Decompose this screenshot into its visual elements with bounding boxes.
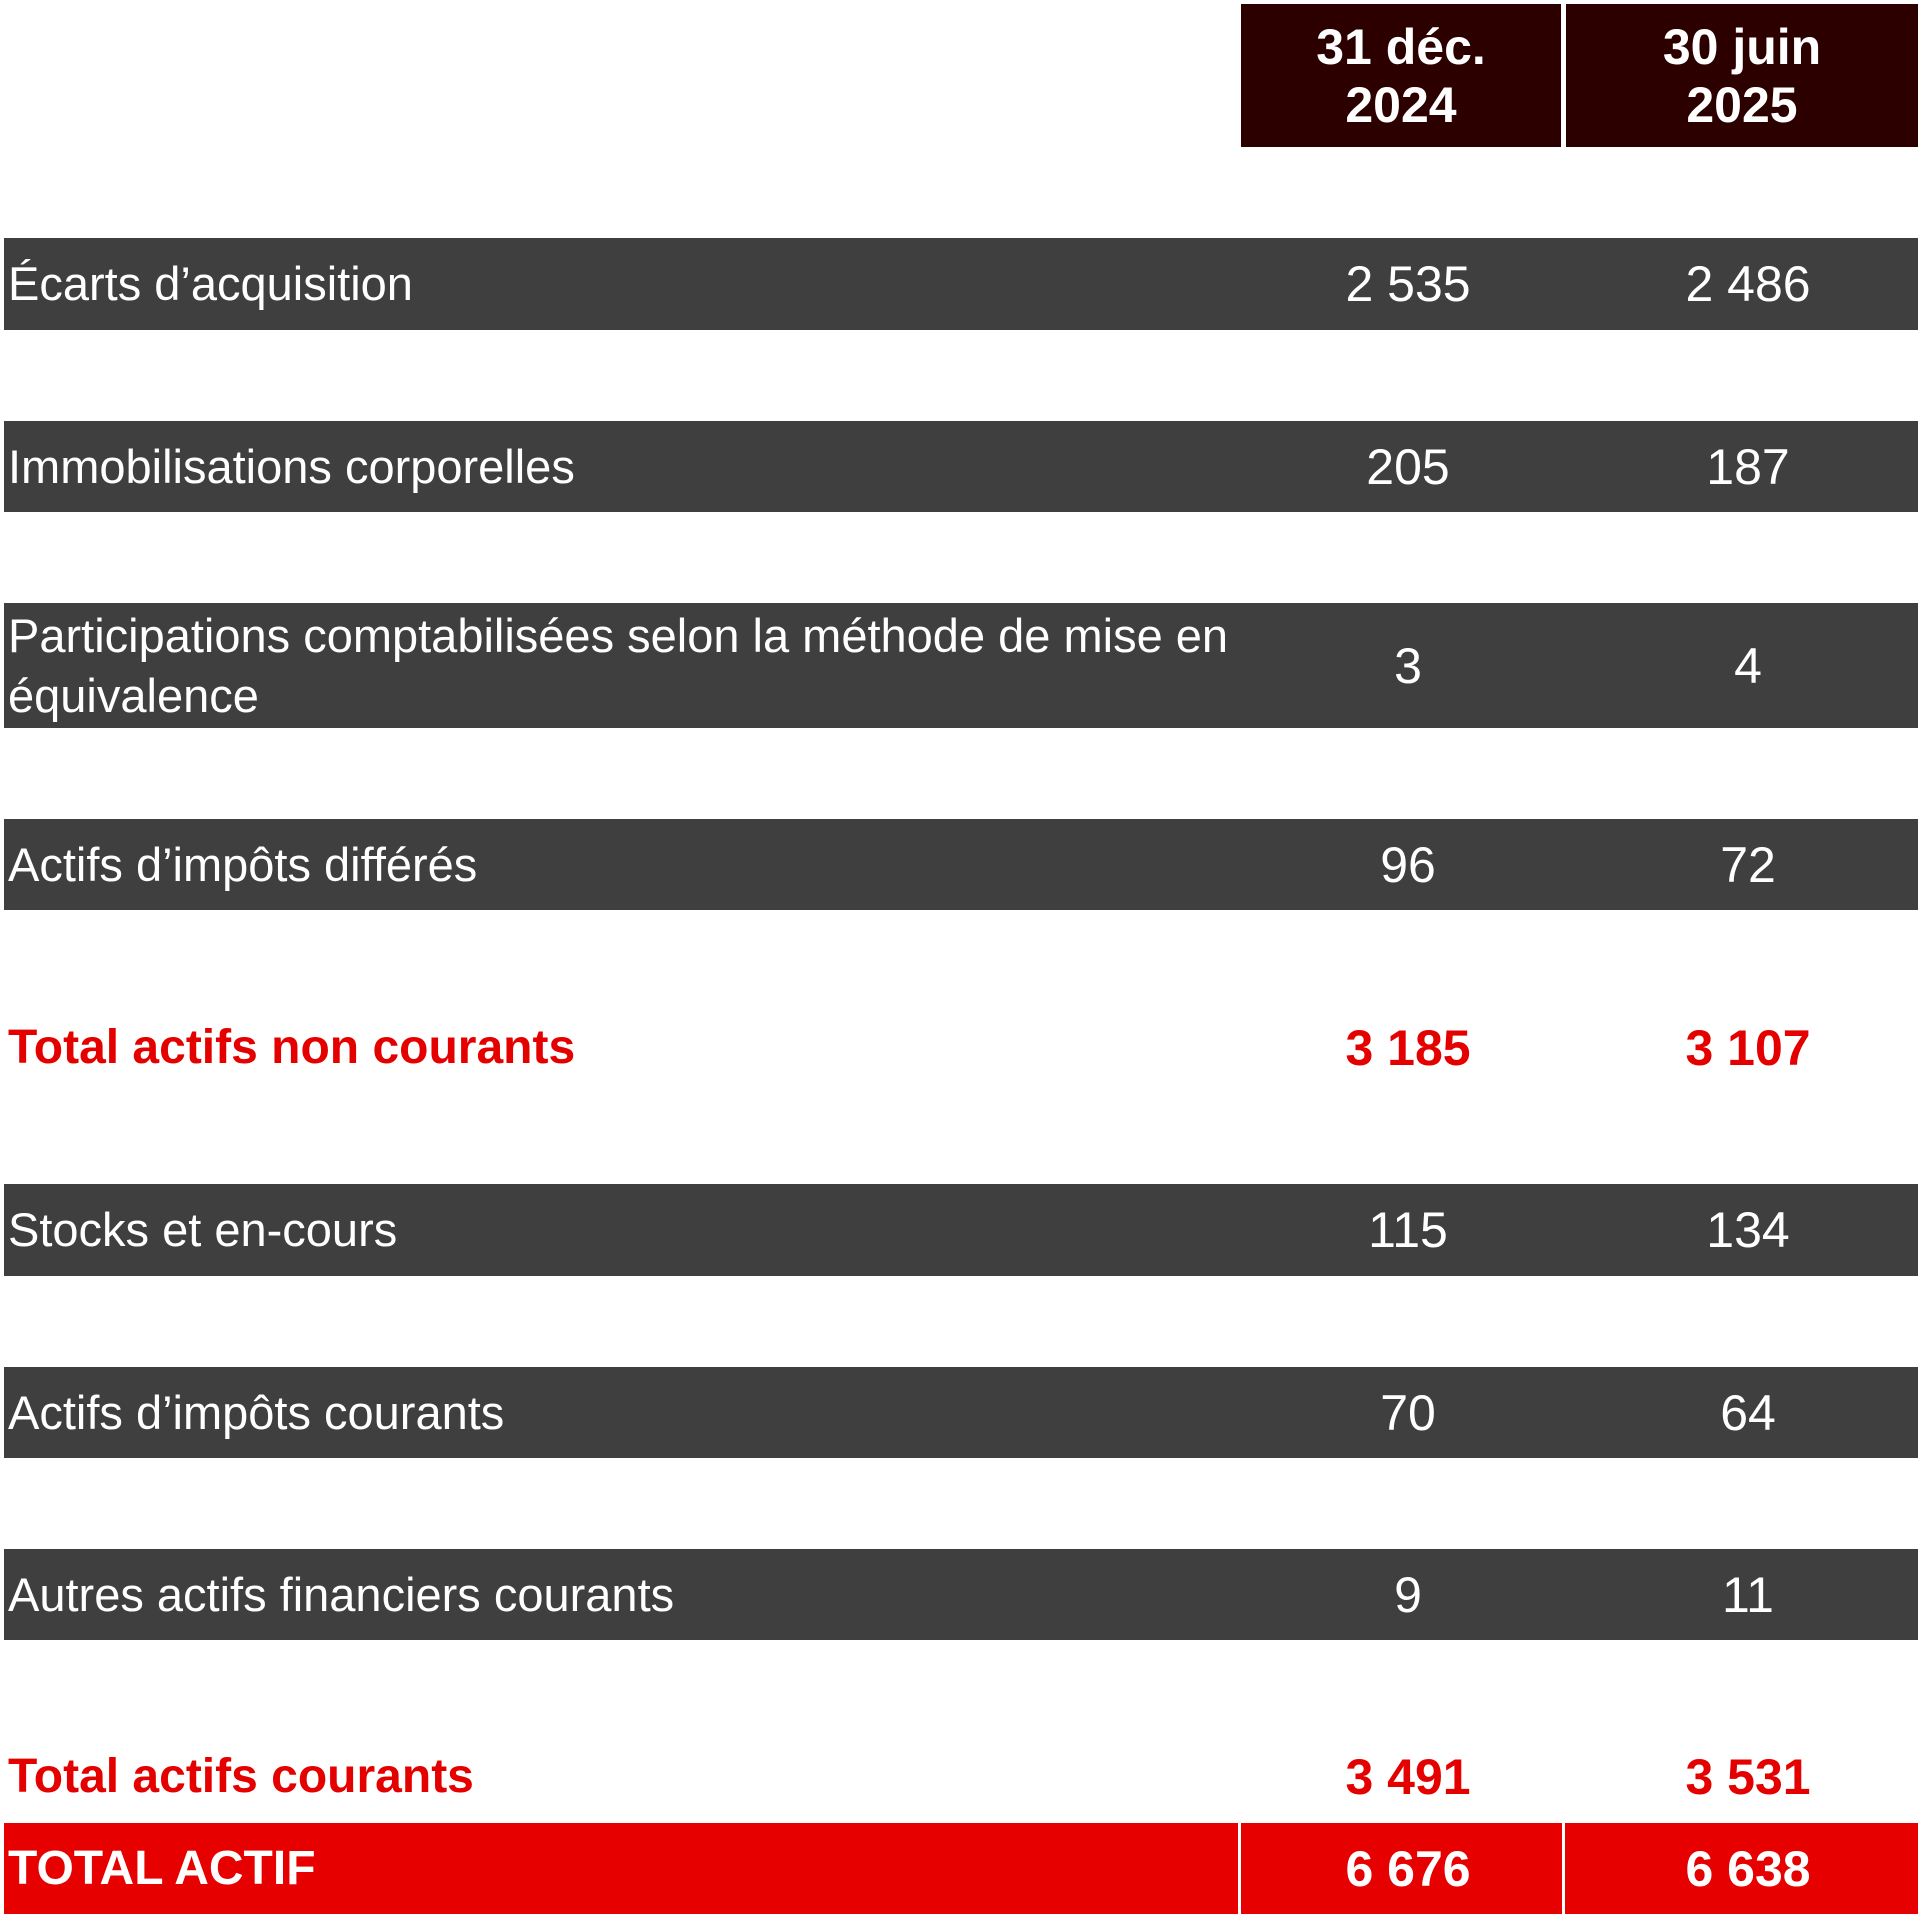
row-value-2025: 187	[1706, 438, 1790, 495]
row-participations: Participations comptabilisées selon la m…	[4, 603, 1918, 728]
row-label: Stocks et en-cours	[8, 1203, 398, 1256]
row-value-2024: 2 535	[1345, 256, 1471, 312]
row-value-2024: 3	[1394, 637, 1422, 694]
row-value-2024: 6 676	[1345, 1840, 1471, 1897]
row-value-2025: 3 107	[1685, 1019, 1811, 1076]
row-label: Actifs d’impôts courants	[8, 1385, 505, 1439]
row-label: Total actifs courants	[8, 1750, 474, 1803]
row-value-2025: 3 531	[1685, 1749, 1811, 1805]
row-label: TOTAL ACTIF	[8, 1841, 316, 1895]
row-value-2024: 115	[1368, 1202, 1448, 1258]
column-header-2025-line1: 30 juin	[1662, 18, 1822, 75]
row-value-2024: 70	[1380, 1384, 1436, 1441]
row-impots-courants: Actifs d’impôts courants 70 64	[4, 1367, 1918, 1458]
row-impots-differes: Actifs d’impôts différés 96 72	[4, 819, 1918, 910]
column-separator	[1562, 1823, 1565, 1914]
column-separator	[1238, 1823, 1241, 1914]
row-autres-actifs-financiers: Autres actifs financiers courants 9 11	[4, 1549, 1918, 1640]
row-label: Total actifs non courants	[8, 1020, 576, 1074]
row-label: Autres actifs financiers courants	[8, 1567, 675, 1621]
column-header-2024-line2: 2024	[1345, 76, 1457, 133]
row-label: Immobilisations corporelles	[8, 439, 575, 493]
row-total-actif: TOTAL ACTIF 6 676 6 638	[4, 1823, 1918, 1914]
row-value-2025: 64	[1720, 1384, 1776, 1441]
row-value-2025: 4	[1734, 637, 1762, 694]
row-value-2024: 3 185	[1345, 1019, 1471, 1076]
row-label: Écarts d’acquisition	[8, 257, 413, 310]
row-value-2025: 134	[1706, 1202, 1790, 1258]
row-ecarts-acquisition: Écarts d’acquisition 2 535 2 486	[4, 238, 1918, 330]
column-header-2024: 31 déc. 2024	[1241, 4, 1561, 147]
row-immobilisations: Immobilisations corporelles 205 187	[4, 421, 1918, 512]
row-value-2025: 72	[1720, 836, 1776, 893]
column-header-2025: 30 juin 2025	[1566, 4, 1918, 147]
column-header-2024-line1: 31 déc.	[1316, 18, 1486, 75]
row-total-non-courants: Total actifs non courants 3 185 3 107	[4, 1002, 1918, 1093]
row-value-2025: 2 486	[1685, 256, 1811, 312]
column-header-2025-line2: 2025	[1686, 76, 1798, 133]
row-stocks: Stocks et en-cours 115 134	[4, 1184, 1918, 1276]
row-value-2025: 11	[1722, 1566, 1774, 1623]
row-value-2024: 205	[1366, 438, 1450, 495]
row-value-2024: 9	[1394, 1566, 1422, 1623]
row-value-2024: 3 491	[1345, 1749, 1471, 1805]
row-value-2025: 6 638	[1685, 1840, 1811, 1897]
row-label: Participations comptabilisées selon la m…	[8, 608, 1229, 722]
row-label: Actifs d’impôts différés	[8, 837, 478, 891]
row-total-courants: Total actifs courants 3 491 3 531	[4, 1732, 1918, 1822]
row-value-2024: 96	[1380, 836, 1436, 893]
